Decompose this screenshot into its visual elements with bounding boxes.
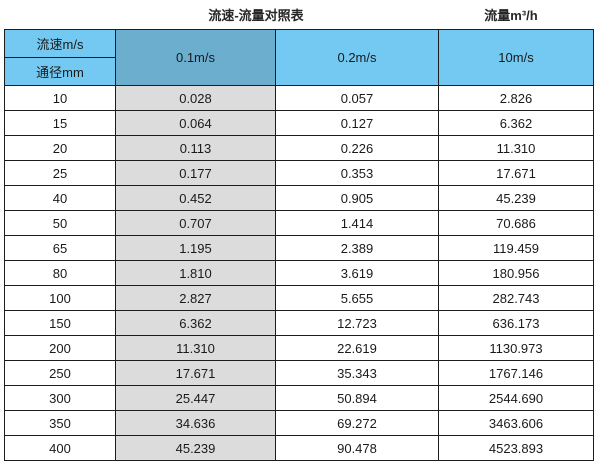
value-cell-10ms: 45.239 [438,185,594,211]
value-cell-0.1ms: 0.707 [115,210,276,236]
value-cell-10ms: 636.173 [438,310,594,336]
value-cell-0.2ms: 50.894 [275,385,439,411]
corner-velocity-label: 流速m/s [4,29,116,58]
header-row-top: 流速m/s 0.1m/s 0.2m/s 10m/s [4,29,594,86]
value-cell-10ms: 1767.146 [438,360,594,386]
value-cell-0.1ms: 1.195 [115,235,276,261]
value-cell-0.1ms: 34.636 [115,410,276,436]
value-cell-0.1ms: 0.064 [115,110,276,136]
value-cell-0.1ms: 0.113 [115,135,276,161]
value-cell-0.2ms: 0.127 [275,110,439,136]
diameter-cell: 100 [4,285,116,311]
diameter-cell: 250 [4,360,116,386]
table-header: 流速m/s 0.1m/s 0.2m/s 10m/s 通径mm [4,29,594,86]
diameter-cell: 400 [4,435,116,461]
value-cell-0.1ms: 0.177 [115,160,276,186]
value-cell-10ms: 1130.973 [438,335,594,361]
table-row: 10 0.028 0.057 2.826 [4,85,594,111]
column-header-10ms: 10m/s [438,29,594,86]
flow-unit-label: 流量m³/h [484,8,538,23]
table-row: 150 6.362 12.723 636.173 [4,310,594,336]
value-cell-10ms: 11.310 [438,135,594,161]
table-row: 350 34.636 69.272 3463.606 [4,410,594,436]
diameter-cell: 40 [4,185,116,211]
value-cell-0.2ms: 69.272 [275,410,439,436]
value-cell-0.1ms: 1.810 [115,260,276,286]
value-cell-0.1ms: 45.239 [115,435,276,461]
table-row: 50 0.707 1.414 70.686 [4,210,594,236]
flow-rate-table: 流速m/s 0.1m/s 0.2m/s 10m/s 通径mm 10 0.028 … [4,29,594,461]
value-cell-10ms: 17.671 [438,160,594,186]
table-row: 100 2.827 5.655 282.743 [4,285,594,311]
diameter-cell: 10 [4,85,116,111]
value-cell-0.1ms: 17.671 [115,360,276,386]
value-cell-0.2ms: 12.723 [275,310,439,336]
table-row: 400 45.239 90.478 4523.893 [4,435,594,461]
value-cell-0.2ms: 0.226 [275,135,439,161]
column-header-0.2ms: 0.2m/s [275,29,439,86]
value-cell-10ms: 282.743 [438,285,594,311]
diameter-cell: 300 [4,385,116,411]
value-cell-0.2ms: 0.057 [275,85,439,111]
corner-diameter-label: 通径mm [4,57,116,86]
diameter-cell: 350 [4,410,116,436]
value-cell-0.1ms: 6.362 [115,310,276,336]
table-row: 65 1.195 2.389 119.459 [4,235,594,261]
table-row: 20 0.113 0.226 11.310 [4,135,594,161]
header-row-bottom: 通径mm [4,57,594,86]
diameter-cell: 80 [4,260,116,286]
table-row: 80 1.810 3.619 180.956 [4,260,594,286]
table-body: 10 0.028 0.057 2.826 15 0.064 0.127 6.36… [4,85,594,461]
value-cell-0.2ms: 22.619 [275,335,439,361]
value-cell-0.2ms: 0.353 [275,160,439,186]
value-cell-10ms: 2.826 [438,85,594,111]
value-cell-0.1ms: 0.028 [115,85,276,111]
value-cell-0.1ms: 11.310 [115,335,276,361]
table-row: 25 0.177 0.353 17.671 [4,160,594,186]
diameter-cell: 15 [4,110,116,136]
value-cell-0.1ms: 2.827 [115,285,276,311]
value-cell-0.2ms: 35.343 [275,360,439,386]
value-cell-10ms: 119.459 [438,235,594,261]
title-bar: 流速-流量对照表 流量m³/h [0,2,600,24]
diameter-cell: 25 [4,160,116,186]
value-cell-10ms: 3463.606 [438,410,594,436]
value-cell-0.2ms: 2.389 [275,235,439,261]
value-cell-0.1ms: 0.452 [115,185,276,211]
value-cell-0.2ms: 3.619 [275,260,439,286]
value-cell-10ms: 4523.893 [438,435,594,461]
value-cell-0.2ms: 0.905 [275,185,439,211]
diameter-cell: 200 [4,335,116,361]
table-row: 40 0.452 0.905 45.239 [4,185,594,211]
value-cell-0.1ms: 25.447 [115,385,276,411]
value-cell-10ms: 180.956 [438,260,594,286]
diameter-cell: 20 [4,135,116,161]
value-cell-0.2ms: 5.655 [275,285,439,311]
table-row: 250 17.671 35.343 1767.146 [4,360,594,386]
diameter-cell: 65 [4,235,116,261]
diameter-cell: 50 [4,210,116,236]
table-row: 15 0.064 0.127 6.362 [4,110,594,136]
value-cell-10ms: 6.362 [438,110,594,136]
value-cell-10ms: 70.686 [438,210,594,236]
table-row: 300 25.447 50.894 2544.690 [4,385,594,411]
table-row: 200 11.310 22.619 1130.973 [4,335,594,361]
value-cell-10ms: 2544.690 [438,385,594,411]
value-cell-0.2ms: 1.414 [275,210,439,236]
column-header-0.1ms: 0.1m/s [115,29,276,86]
value-cell-0.2ms: 90.478 [275,435,439,461]
table-title: 流速-流量对照表 [208,8,304,23]
diameter-cell: 150 [4,310,116,336]
